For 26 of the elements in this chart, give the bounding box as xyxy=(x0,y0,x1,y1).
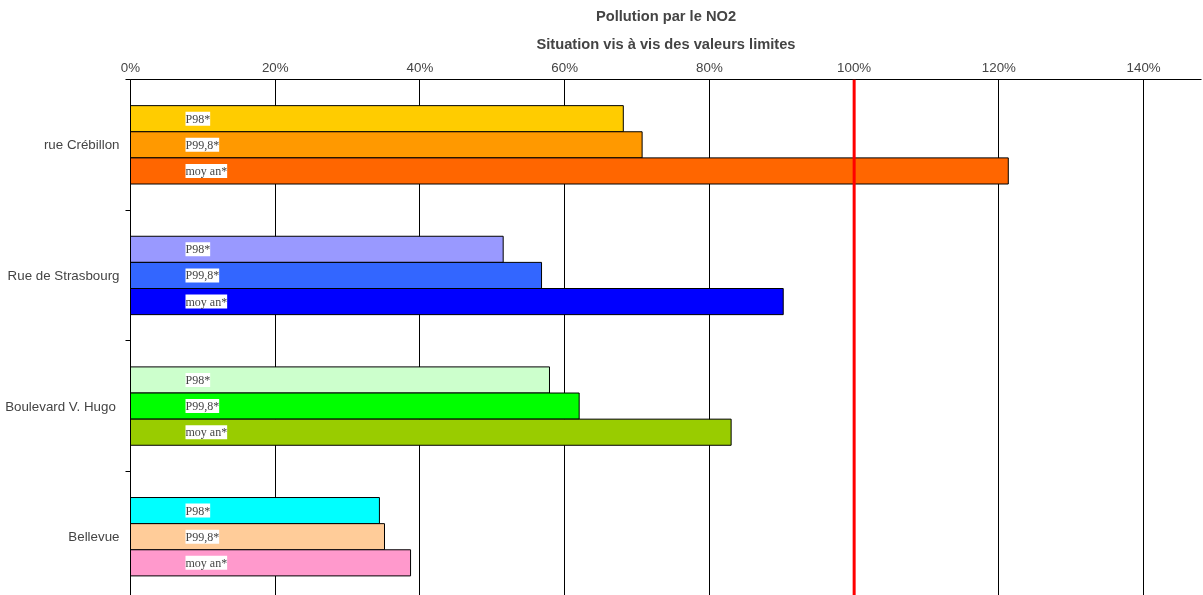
text: moy an* xyxy=(185,555,228,570)
x-tick-label: 80% xyxy=(696,59,723,75)
chart-title: Pollution par le NO2 xyxy=(595,7,737,24)
x-tick-label: 120% xyxy=(981,59,1017,75)
x-tick-label: 20% xyxy=(261,59,289,75)
y-tick-label: Rue de Strasbourg xyxy=(7,267,120,283)
y-tick-label: Bellevue xyxy=(68,529,120,545)
x-tick-label: 60% xyxy=(551,59,579,75)
text: P99,8* xyxy=(185,399,220,414)
text: P98* xyxy=(185,372,211,387)
x-tick-label: 140% xyxy=(1126,59,1161,75)
x-tick-label: 0% xyxy=(120,59,141,75)
series-label: P98* xyxy=(185,503,211,518)
text: P99,8* xyxy=(185,137,220,152)
series-label: P99,8* xyxy=(185,529,220,544)
text: P98* xyxy=(185,242,211,257)
chart-subtitle: Situation vis à vis des valeurs limites xyxy=(536,35,796,52)
text: moy an* xyxy=(185,425,228,440)
y-tick-label: rue Crébillon xyxy=(43,137,120,153)
text: moy an* xyxy=(185,294,228,309)
text: P98* xyxy=(185,111,211,126)
series-label: moy an* xyxy=(185,163,228,178)
x-tick-label: 40% xyxy=(406,59,434,75)
x-tick-label: 100% xyxy=(837,59,872,75)
y-tick-label: Boulevard V. Hugo xyxy=(5,398,116,414)
text: P99,8* xyxy=(185,268,220,283)
